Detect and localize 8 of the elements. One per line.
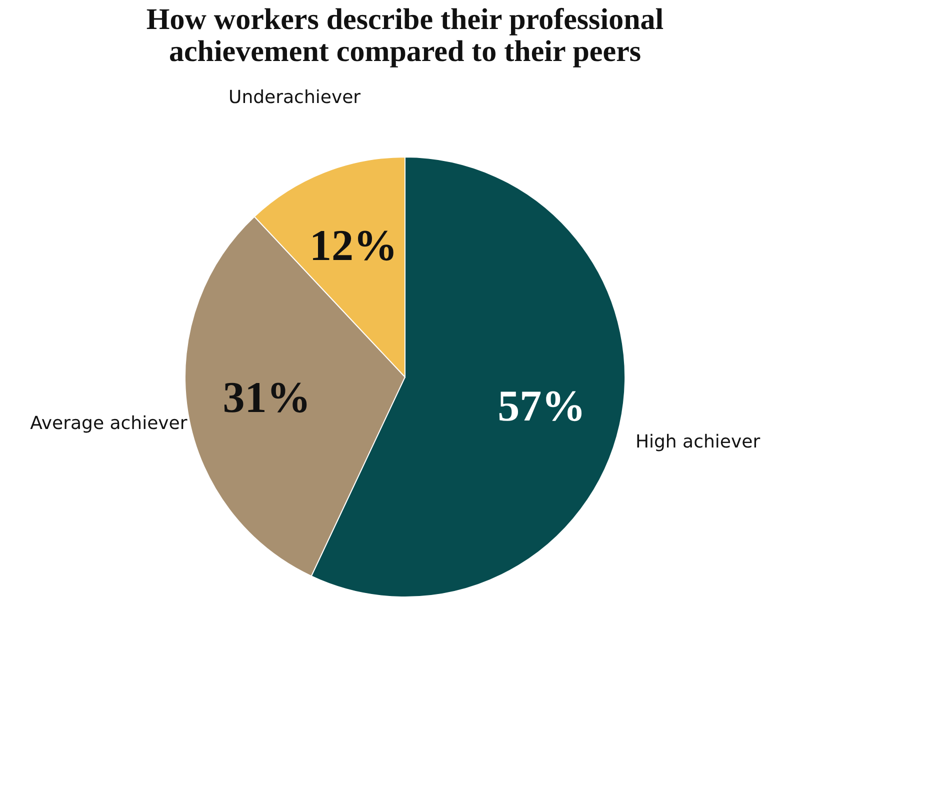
data-label: 12% bbox=[309, 220, 398, 270]
slice-label: Average achiever bbox=[30, 412, 188, 434]
data-label: 57% bbox=[498, 382, 586, 431]
slice-label: Underachiever bbox=[228, 87, 362, 108]
slice-label: High achiever bbox=[635, 431, 761, 452]
data-label: 31% bbox=[222, 372, 311, 422]
text: achievement compared to their peers bbox=[168, 35, 642, 68]
text: How workers describe their professional bbox=[146, 3, 664, 36]
